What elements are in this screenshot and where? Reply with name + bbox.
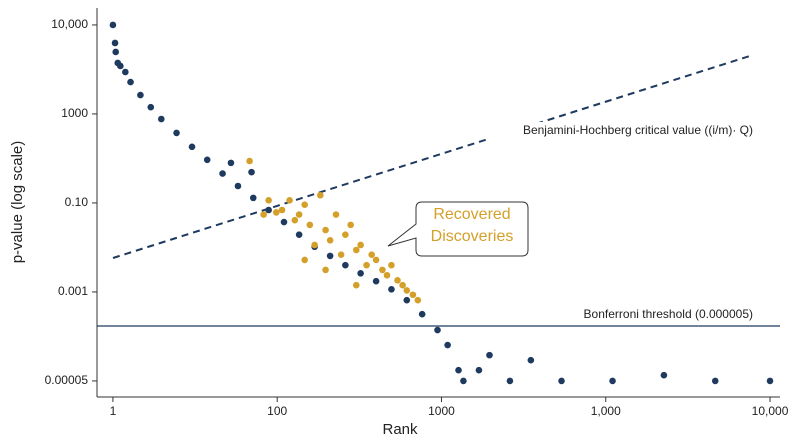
point [409, 291, 417, 299]
point [286, 197, 293, 204]
point [352, 246, 360, 254]
point [337, 251, 345, 259]
point [357, 241, 364, 249]
point [280, 218, 288, 226]
point [403, 287, 411, 294]
point [342, 231, 349, 238]
point [332, 211, 340, 218]
point [234, 182, 242, 190]
point [219, 170, 226, 177]
point [248, 168, 255, 176]
point [112, 48, 120, 56]
point [173, 129, 180, 137]
point [527, 356, 535, 364]
point [342, 261, 349, 269]
y-tick-label: 10,000 [51, 17, 88, 31]
bonferroni-label: Bonferroni threshold (0.000005) [584, 307, 753, 321]
point [227, 159, 235, 167]
point [403, 296, 411, 304]
point [394, 277, 401, 284]
x-tick-label: 1 [110, 404, 117, 418]
callout: Recovered Discoveries [430, 206, 514, 245]
point [418, 310, 426, 318]
x-axis-label: Rank [382, 421, 418, 438]
point [347, 221, 354, 229]
point [109, 21, 117, 29]
bh-line [112, 54, 754, 259]
point [291, 216, 299, 224]
point [188, 143, 196, 151]
point [249, 194, 257, 202]
callout-text: Recovered Discoveries [430, 206, 514, 245]
point [388, 286, 395, 293]
point [444, 341, 451, 349]
x-tick-label: 1,000 [591, 404, 621, 418]
point [278, 206, 286, 214]
point [326, 252, 334, 260]
point [265, 197, 272, 204]
point [352, 281, 360, 289]
point [368, 251, 375, 259]
point [383, 271, 391, 279]
point [317, 191, 324, 199]
point [475, 366, 483, 374]
point [137, 91, 144, 99]
point [455, 366, 462, 374]
x-tick-label: 10,000 [752, 404, 789, 418]
point [301, 256, 308, 264]
point [295, 231, 303, 238]
point [711, 377, 719, 385]
point [306, 221, 314, 229]
point [414, 296, 422, 304]
y-axis-label: p-value (log scale) [9, 141, 26, 264]
x-tick-label: 1000 [428, 404, 455, 418]
point [295, 211, 303, 218]
point [372, 256, 380, 264]
point [357, 269, 364, 277]
y-tick-label: 0.10 [65, 195, 89, 209]
point [322, 226, 329, 234]
point [157, 115, 165, 123]
point [265, 206, 272, 214]
point [260, 211, 267, 218]
point [111, 39, 119, 47]
point [660, 371, 668, 379]
point [127, 78, 134, 86]
point [434, 326, 441, 334]
point [399, 281, 406, 289]
point [322, 266, 329, 274]
point [117, 62, 124, 70]
y-tick-label: 0.001 [58, 284, 88, 298]
point [460, 377, 467, 385]
x-tick-label: 100 [267, 404, 287, 418]
callout-box [387, 201, 529, 257]
y-tick-label: 0.00005 [45, 373, 89, 387]
point [301, 201, 308, 209]
y-tick-label: 1000 [61, 106, 88, 120]
bh-label-bg [490, 122, 756, 140]
point [379, 266, 386, 274]
point [372, 277, 380, 285]
point [272, 209, 280, 216]
point [147, 103, 155, 111]
bh-label: Benjamini-Hochberg critical value ((i/m)… [523, 123, 753, 137]
point [326, 237, 334, 244]
point [506, 377, 514, 385]
point [203, 156, 211, 164]
point [311, 241, 318, 249]
point [363, 261, 370, 269]
point [766, 377, 774, 385]
point [246, 157, 253, 165]
point [122, 68, 129, 76]
point [388, 261, 395, 269]
point [486, 351, 493, 359]
point [558, 377, 565, 385]
point [609, 377, 616, 385]
